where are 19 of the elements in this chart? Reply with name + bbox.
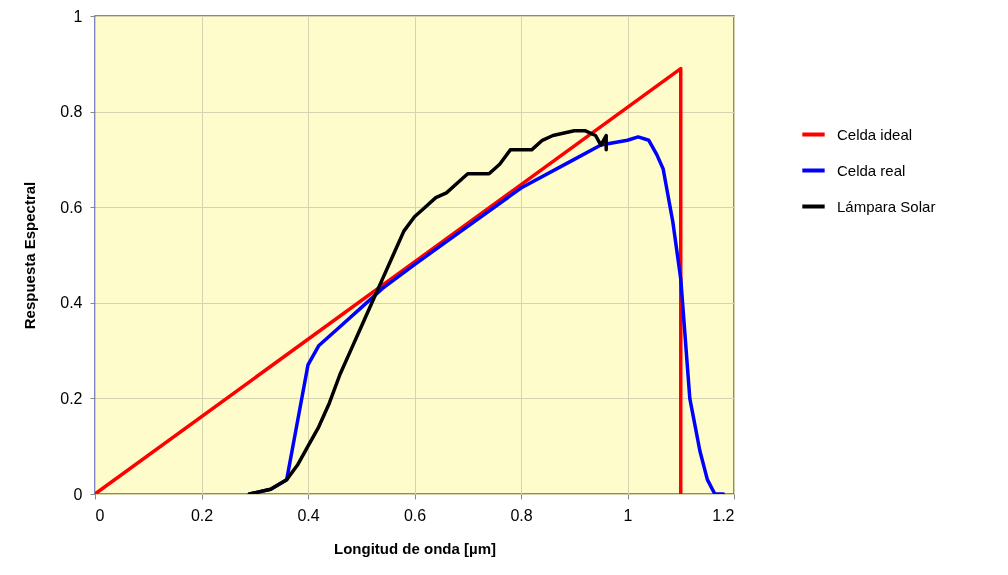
x-tick-label: 0.6 [403, 506, 427, 524]
x-tick-label: 0.2 [190, 506, 214, 524]
y-tick-label: 0.6 [60, 198, 83, 216]
legend-label: Celda real [837, 161, 906, 179]
y-tick-label: 1 [73, 7, 83, 25]
legend-label: Lámpara Solar [837, 197, 936, 215]
x-tick-label: 1.2 [712, 506, 735, 524]
y-tick-label: 0.2 [60, 389, 83, 407]
y-tick-label: 0 [73, 485, 83, 503]
x-tick-label: 0.4 [297, 506, 320, 524]
y-tick-label: 0.8 [60, 103, 83, 121]
x-tick-label: 0.8 [510, 506, 533, 524]
y-tick-label: 0.4 [60, 294, 83, 312]
x-axis-title: Longitud de onda [µm] [334, 539, 496, 557]
x-tick-label: 1 [623, 506, 633, 524]
legend-label: Celda ideal [837, 125, 913, 143]
y-axis-title: Respuesta Espectral [21, 181, 39, 330]
line-series [247, 128, 608, 494]
x-tick-label: 0 [95, 506, 105, 524]
